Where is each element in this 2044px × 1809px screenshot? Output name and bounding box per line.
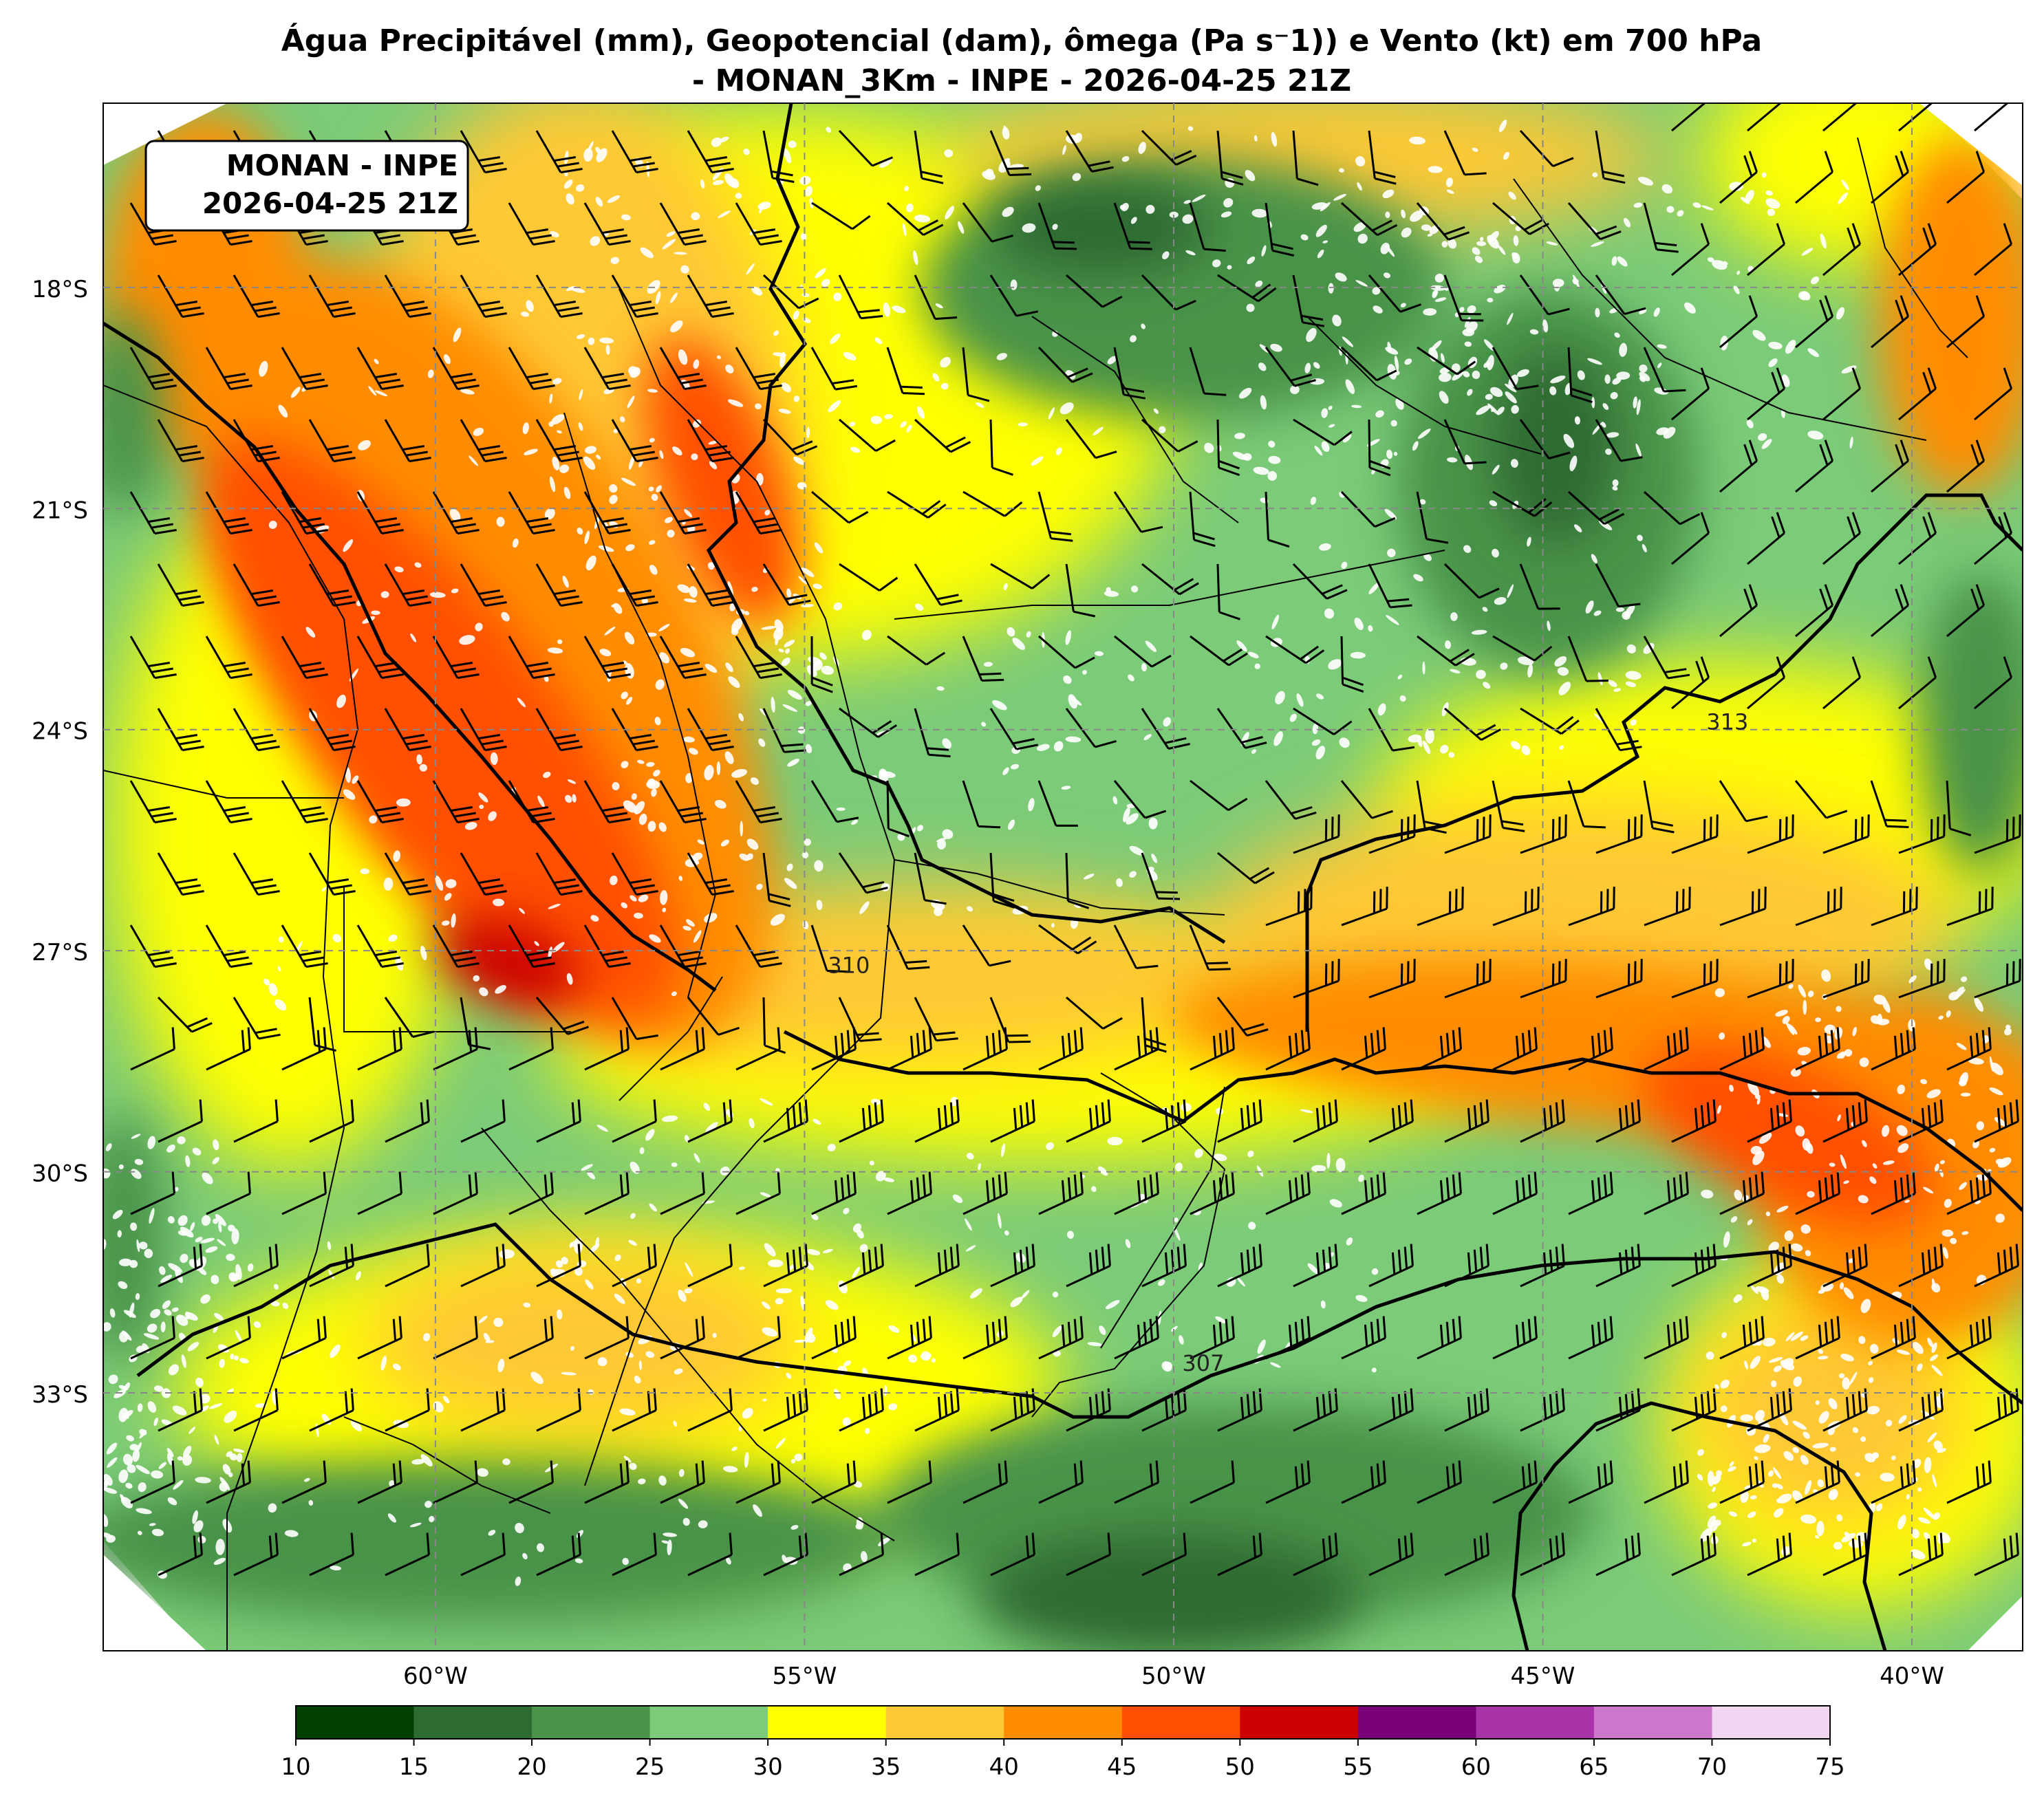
model-badge: MONAN - INPE 2026-04-25 21Z bbox=[146, 141, 468, 230]
contour-label: 313 bbox=[1706, 709, 1748, 735]
contour-label: 310 bbox=[828, 952, 870, 978]
contour-label: 307 bbox=[1182, 1350, 1224, 1376]
colorbar-tick-label: 15 bbox=[399, 1753, 429, 1781]
lon-label: 55°W bbox=[772, 1662, 837, 1690]
lon-label: 50°W bbox=[1141, 1662, 1206, 1690]
lon-label: 45°W bbox=[1511, 1662, 1575, 1690]
lat-label: 24°S bbox=[32, 718, 88, 746]
colorbar-segment bbox=[886, 1706, 1004, 1739]
colorbar-tick-label: 55 bbox=[1343, 1753, 1373, 1781]
colorbar-segment bbox=[414, 1706, 532, 1739]
figure-title-line1: Água Precipitável (mm), Geopotencial (da… bbox=[281, 22, 1762, 58]
colorbar-tick-label: 75 bbox=[1815, 1753, 1844, 1781]
latitude-labels: 18°S 21°S 24°S 27°S 30°S 33°S bbox=[32, 276, 88, 1409]
lat-label: 30°S bbox=[32, 1160, 88, 1188]
colorbar-tick-label: 10 bbox=[281, 1753, 310, 1781]
colorbar-segment bbox=[532, 1706, 650, 1739]
lon-label: 60°W bbox=[403, 1662, 468, 1690]
colorbar-segment bbox=[1358, 1706, 1476, 1739]
lon-label: 40°W bbox=[1880, 1662, 1944, 1690]
figure-title-line2: - MONAN_3Km - INPE - 2026-04-25 21Z bbox=[692, 63, 1351, 98]
colorbar-tick-label: 20 bbox=[517, 1753, 546, 1781]
colorbar-tick-label: 65 bbox=[1579, 1753, 1609, 1781]
colorbar-segment bbox=[1122, 1706, 1240, 1739]
map-panel: 310 313 307 18°S 21°S 24°S 27°S 30°S 33°S 60°W 5… bbox=[32, 48, 2044, 1690]
colorbar-segment bbox=[296, 1706, 414, 1739]
colorbar-segment bbox=[1476, 1706, 1594, 1739]
colorbar-tick-label: 50 bbox=[1225, 1753, 1255, 1781]
precipitable-water-field bbox=[66, 48, 2044, 1658]
colorbar-tick-label: 30 bbox=[753, 1753, 783, 1781]
lat-label: 33°S bbox=[32, 1381, 88, 1409]
lat-label: 18°S bbox=[32, 276, 88, 303]
badge-line2: 2026-04-25 21Z bbox=[202, 186, 458, 220]
colorbar-tick-label: 40 bbox=[989, 1753, 1019, 1781]
colorbar-segment bbox=[1594, 1706, 1712, 1739]
colorbar-tick-label: 60 bbox=[1461, 1753, 1491, 1781]
colorbar-tick-label: 45 bbox=[1107, 1753, 1137, 1781]
colorbar-tick-label: 70 bbox=[1697, 1753, 1727, 1781]
colorbar-segment bbox=[650, 1706, 768, 1739]
colorbar-segment bbox=[1004, 1706, 1122, 1739]
lat-label: 21°S bbox=[32, 497, 88, 524]
longitude-labels: 60°W 55°W 50°W 45°W 40°W bbox=[403, 1662, 1944, 1690]
colorbar-segment bbox=[1240, 1706, 1358, 1739]
lat-label: 27°S bbox=[32, 939, 88, 966]
colorbar-segment bbox=[768, 1706, 886, 1739]
colorbar-tick-label: 35 bbox=[871, 1753, 901, 1781]
colorbar-segment bbox=[1712, 1706, 1831, 1739]
colorbar-tick-label: 25 bbox=[635, 1753, 665, 1781]
colorbar: 10 15 20 25 30 35 40 45 50 55 60 65 70 75 bbox=[281, 1706, 1844, 1781]
badge-line1: MONAN - INPE bbox=[226, 149, 458, 182]
